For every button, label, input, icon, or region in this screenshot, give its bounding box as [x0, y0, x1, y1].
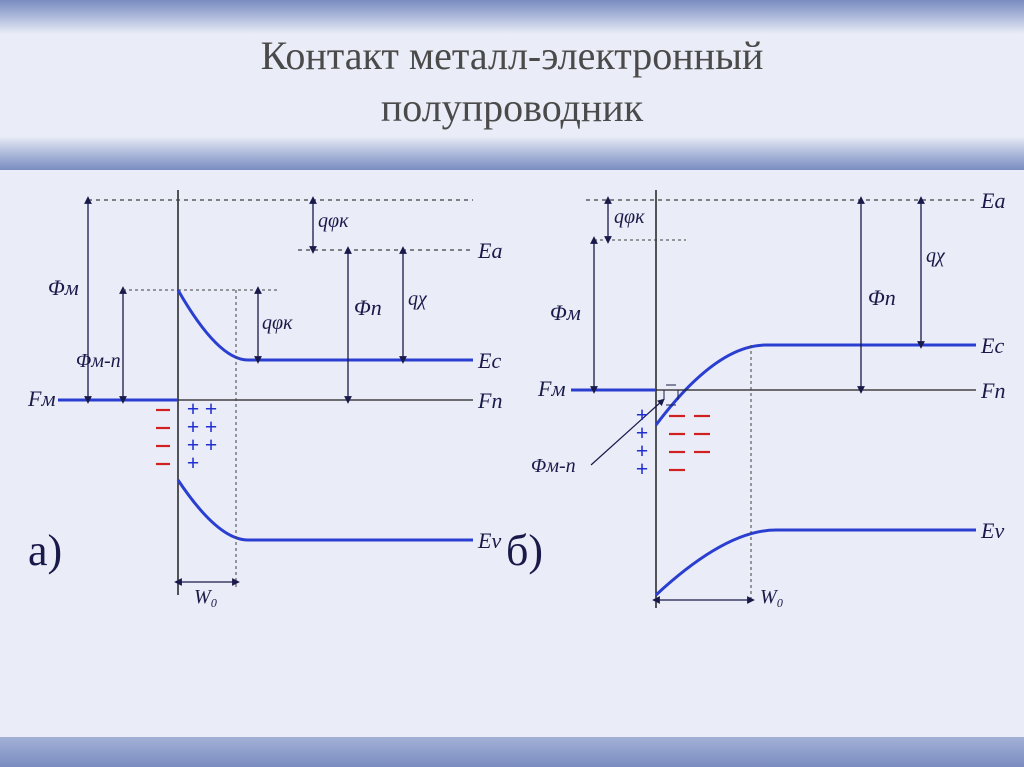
label-a-phi-mp: Φм-п: [76, 350, 121, 373]
panel-a-letter: а): [28, 525, 62, 576]
panel-b: + + + + qφк Φм Fм Φм-п Ea qχ Φп Ec Fn Ev…: [516, 190, 1006, 620]
label-b-w0: W₀: [760, 586, 784, 609]
label-a-ec: Ec: [478, 348, 501, 374]
label-a-ev: Ev: [478, 528, 501, 554]
label-a-qchi: qχ: [408, 288, 427, 311]
label-a-ea: Ea: [478, 238, 502, 264]
label-b-ec: Ec: [981, 333, 1004, 359]
footer-gradient-band: [0, 737, 1024, 767]
label-a-phi-m: Φм: [48, 275, 79, 301]
slide-title: Контакт металл-электронный полупроводник: [0, 30, 1024, 134]
title-line-2: полупроводник: [381, 85, 643, 130]
svg-text:+: +: [205, 432, 218, 457]
title-line-1: Контакт металл-электронный: [261, 33, 764, 78]
svg-text:+: +: [187, 450, 200, 475]
label-b-ea: Ea: [981, 188, 1005, 214]
label-a-qphik-mid: qφк: [262, 312, 292, 335]
label-a-fn: Fn: [478, 388, 502, 414]
label-a-w0: W₀: [194, 586, 218, 609]
label-b-fm: Fм: [538, 376, 565, 402]
label-b-fn: Fn: [981, 378, 1005, 404]
label-a-fm: Fм: [28, 386, 55, 412]
panel-a-svg: + + + + + + +: [18, 190, 508, 610]
label-b-qchi: qχ: [926, 245, 945, 268]
svg-text:+: +: [636, 456, 649, 481]
label-a-qphik-top: qφк: [318, 210, 348, 233]
label-a-phi-p: Φп: [354, 295, 382, 321]
label-b-phi-m: Φм: [550, 300, 581, 326]
label-b-phi-p: Φп: [868, 285, 896, 311]
label-b-phi-mp: Φм-п: [531, 455, 576, 478]
label-b-ev: Ev: [981, 518, 1004, 544]
diagram-container: + + + + + + + Φм Φм-п Fм qφк qφк Ea Φп q…: [18, 190, 1006, 720]
label-b-qphik: qφк: [614, 206, 644, 229]
panel-b-letter: б): [506, 525, 543, 576]
panel-a: + + + + + + + Φм Φм-п Fм qφк qφк Ea Φп q…: [18, 190, 508, 610]
